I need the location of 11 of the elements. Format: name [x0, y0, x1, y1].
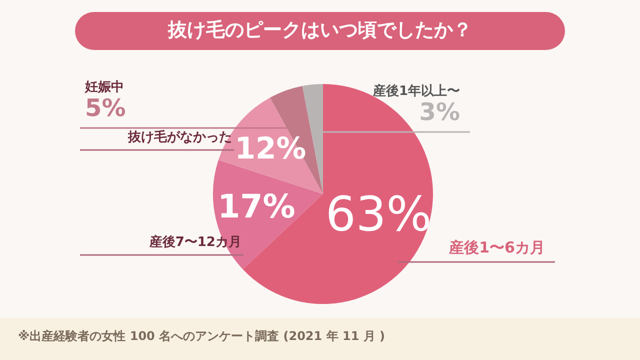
data-label: 63% — [325, 187, 432, 242]
data-label: 17% — [218, 187, 296, 226]
slice-label: 産後1〜6カ月 — [448, 238, 545, 256]
slice-label: 妊娠中 — [84, 80, 124, 95]
text: ※出産経験者の女性 100 名へのアンケート調査 (2021 年 11 月 ) — [18, 329, 386, 344]
slice-label: 産後1年以上〜 — [372, 82, 460, 99]
data-label: 12% — [234, 131, 306, 166]
chart-title: 抜け毛のピークはいつ頃でしたか？ — [167, 18, 472, 41]
data-label: 3% — [419, 98, 460, 126]
data-label: 5% — [85, 94, 126, 122]
slice-label: 抜け毛がなかった — [127, 128, 232, 145]
